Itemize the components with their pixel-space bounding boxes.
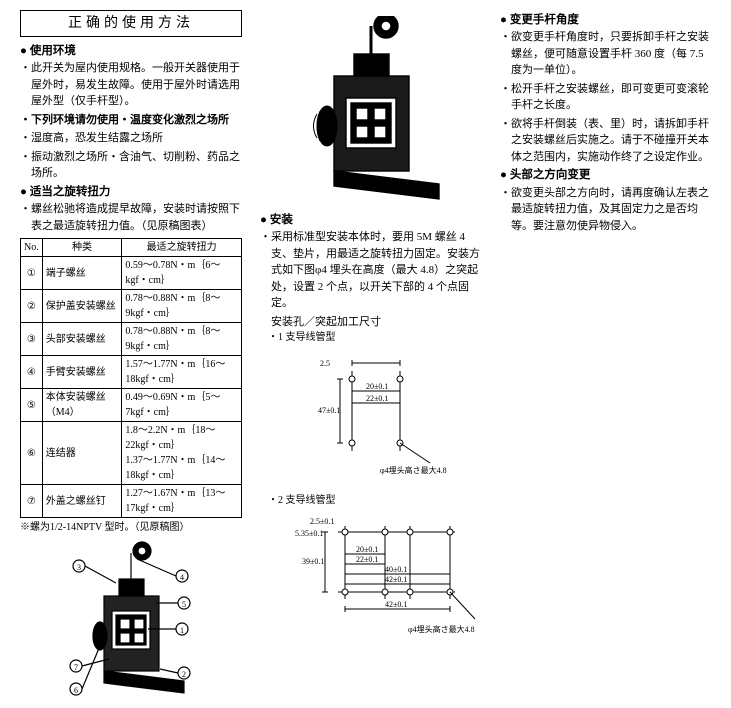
paragraph: 欲变更手杆角度时，只要拆卸手杆之安装螺丝，便可随意设置手杆 360 度（每 7.…	[500, 29, 715, 79]
svg-text:40±0.1: 40±0.1	[385, 565, 407, 574]
svg-text:7: 7	[74, 663, 78, 672]
title-box: 正确的使用方法	[20, 10, 242, 37]
svg-text:φ4埋头高さ最大4.8: φ4埋头高さ最大4.8	[380, 465, 447, 475]
table-row: ①端子螺丝0.59～0.78N・m｛6～kgf・cm｝	[21, 257, 242, 290]
table-row: ④手臂安装螺丝1.57～1.77N・m｛16～18kgf・cm｝	[21, 356, 242, 389]
svg-text:42±0.1: 42±0.1	[385, 575, 407, 584]
heading-environment: 使用环境	[20, 43, 242, 60]
mounting-diagram-2: 2.5±0.1 5.35±0.1 20±0.1 22±0.1 39±0.1 40…	[290, 514, 490, 644]
svg-text:1: 1	[180, 626, 184, 635]
diagram-2-label: 2 支导线管型	[260, 493, 488, 508]
heading-torque: 适当之旋转扭力	[20, 184, 242, 201]
paragraph: 欲变更头部之方向时，请再度确认左表之最适旋转扭力值，及其固定力之是否均等。要注意…	[500, 185, 715, 235]
paragraph: 湿度高，恐发生结露之场所	[20, 130, 242, 147]
paragraph: 螺丝松驰将造成提早故障，安装时请按照下表之最适旋转扭力值。（见原稿图表）	[20, 201, 242, 234]
svg-text:22±0.1: 22±0.1	[356, 555, 378, 564]
svg-text:39±0.1: 39±0.1	[302, 557, 324, 566]
paragraph: 采用标准型安装本体时，要用 5M 螺丝 4 支、垫片，用最适之旋转扭力固定。安装…	[260, 229, 488, 312]
svg-text:5: 5	[182, 600, 186, 609]
svg-text:6: 6	[74, 686, 78, 695]
diagram-1-label: 1 支导线管型	[260, 330, 488, 345]
svg-text:3: 3	[77, 563, 81, 572]
heading-install: 安装	[260, 212, 488, 229]
svg-text:2: 2	[182, 670, 186, 679]
limit-switch-annotated-icon: 3 4 1 7 6 2 5	[64, 541, 199, 701]
th-kind: 种类	[42, 239, 122, 257]
table-row: ②保护盖安装螺丝0.78～0.88N・m｛8～9kgf・cm｝	[21, 290, 242, 323]
svg-text:2.5±0.1: 2.5±0.1	[310, 517, 334, 526]
limit-switch-icon	[294, 16, 454, 206]
svg-text:5.35±0.1: 5.35±0.1	[295, 529, 323, 538]
svg-text:2.5: 2.5	[320, 359, 330, 368]
th-torque: 最适之旋转扭力	[122, 239, 242, 257]
svg-text:42±0.1: 42±0.1	[385, 600, 407, 609]
paragraph: 松开手杆之安装螺丝，即可变更可变滚轮手杆之长度。	[500, 81, 715, 114]
table-row: ③头部安装螺丝0.78～0.88N・m｛8～9kgf・cm｝	[21, 323, 242, 356]
table-note: ※螺为1/2-14NPTV 型时。（见原稿图）	[20, 520, 242, 535]
paragraph: 振动激烈之场所・含油气、切削粉、药品之场所。	[20, 149, 242, 182]
heading-head-direction: 头部之方向变更	[500, 167, 715, 184]
svg-text:φ4埋头高さ最大4.8: φ4埋头高さ最大4.8	[408, 624, 475, 634]
sub-caption: 安装孔／突起加工尺寸	[260, 314, 488, 331]
th-no: No.	[21, 239, 43, 257]
mounting-diagram-1: 2.5 20±0.1 22±0.1 47±0.1 φ4埋头高さ最大4.8	[290, 351, 460, 481]
svg-text:20±0.1: 20±0.1	[356, 545, 378, 554]
svg-text:4: 4	[180, 573, 184, 582]
sub-heading: 下列环境请勿使用・温度变化激烈之场所	[20, 112, 242, 129]
svg-text:20±0.1: 20±0.1	[366, 382, 388, 391]
table-row: ⑦外盖之螺丝钉1.27～1.67N・m｛13～17kgf・cm｝	[21, 485, 242, 518]
heading-lever-angle: 变更手杆角度	[500, 12, 715, 29]
paragraph: 欲将手杆倒装（表、里）时，请拆卸手杆之安装螺丝后实施之。请于不碰撞开关本体之范围…	[500, 116, 715, 166]
table-row: ⑥连结器1.8～2.2N・m｛18～22kgf・cm｝ 1.37～1.77N・m…	[21, 422, 242, 485]
paragraph: 此开关为屋内使用规格。一般开关器使用于屋外时，易发生故障。使用于屋外时请选用屋外…	[20, 60, 242, 110]
table-row: ⑤本体安装螺丝（M4）0.49～0.69N・m｛5～7kgf・cm｝	[21, 389, 242, 422]
svg-text:47±0.1: 47±0.1	[318, 406, 340, 415]
torque-table: No.种类最适之旋转扭力 ①端子螺丝0.59～0.78N・m｛6～kgf・cm｝…	[20, 238, 242, 518]
svg-text:22±0.1: 22±0.1	[366, 394, 388, 403]
